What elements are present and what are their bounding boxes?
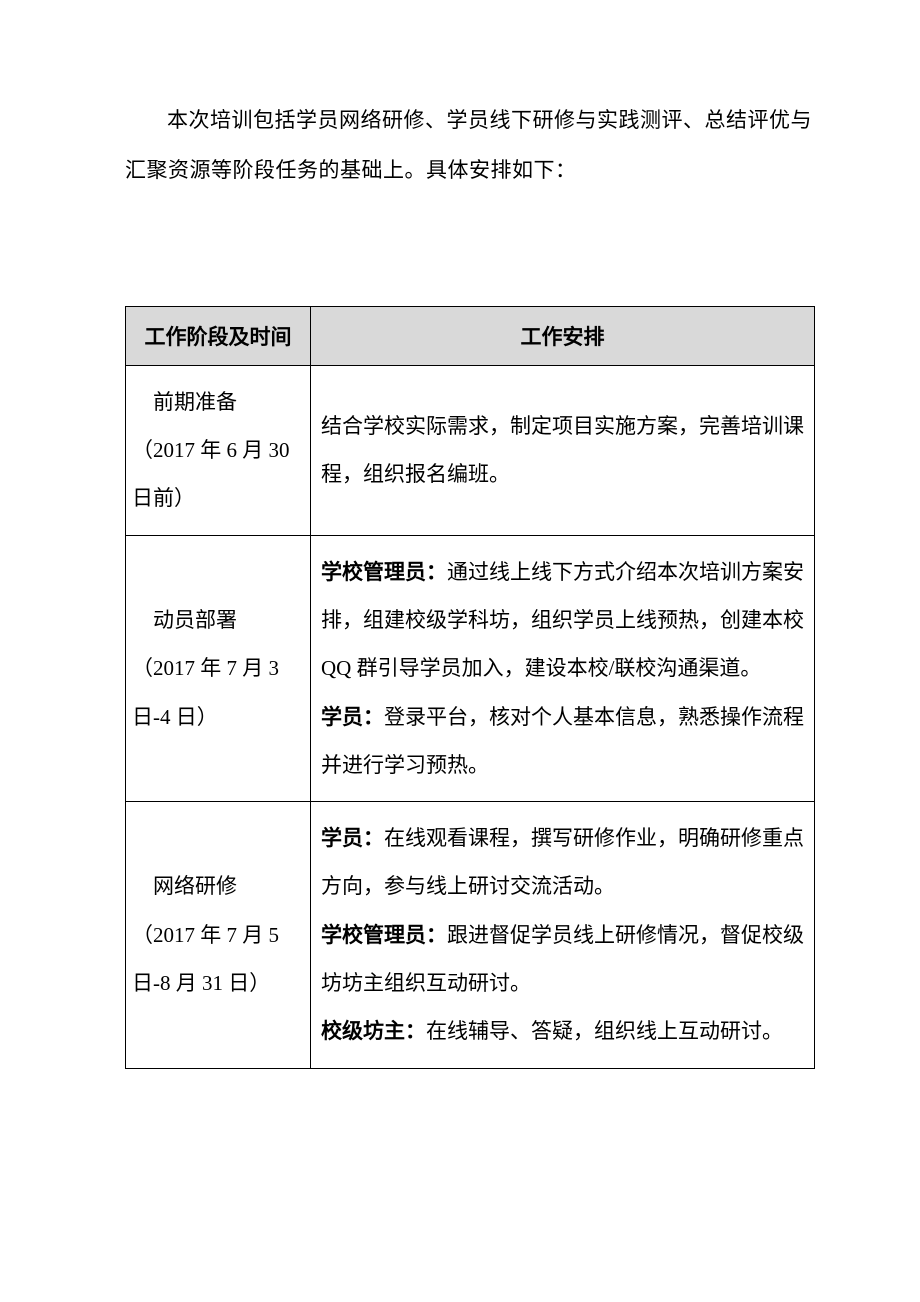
stage-date: （2017 年 7 月 3 日-4 日） (132, 644, 302, 741)
content-label: 学员： (321, 705, 384, 729)
intro-paragraph: 本次培训包括学员网络研修、学员线下研修与实践测评、总结评优与汇聚资源等阶段任务的… (125, 95, 815, 196)
table-body: 前期准备（2017 年 6 月 30 日前）结合学校实际需求，制定项目实施方案，… (126, 365, 815, 1068)
schedule-table: 工作阶段及时间 工作安排 前期准备（2017 年 6 月 30 日前）结合学校实… (125, 306, 815, 1069)
content-cell: 学校管理员：通过线上线下方式介绍本次培训方案安排，组建校级学科坊，组织学员上线预… (311, 535, 815, 801)
content-text: 登录平台，核对个人基本信息，熟悉操作流程并进行学习预热。 (321, 705, 804, 777)
stage-cell: 前期准备（2017 年 6 月 30 日前） (126, 365, 311, 535)
content-label: 学校管理员： (321, 560, 447, 584)
header-stage: 工作阶段及时间 (126, 306, 311, 365)
content-text: 在线辅导、答疑，组织线上互动研讨。 (426, 1019, 783, 1043)
header-arrangement: 工作安排 (311, 306, 815, 365)
table-row: 动员部署（2017 年 7 月 3 日-4 日）学校管理员：通过线上线下方式介绍… (126, 535, 815, 801)
content-label: 校级坊主： (321, 1019, 426, 1043)
content-text: 结合学校实际需求，制定项目实施方案，完善培训课程，组织报名编班。 (321, 414, 804, 486)
table-header-row: 工作阶段及时间 工作安排 (126, 306, 815, 365)
stage-cell: 网络研修（2017 年 7 月 5 日-8 月 31 日） (126, 802, 311, 1068)
content-text: 在线观看课程，撰写研修作业，明确研修重点方向，参与线上研讨交流活动。 (321, 826, 804, 898)
stage-title: 动员部署 (132, 596, 302, 644)
content-label: 学校管理员： (321, 923, 447, 947)
stage-date: （2017 年 6 月 30 日前） (132, 426, 302, 523)
table-row: 网络研修（2017 年 7 月 5 日-8 月 31 日）学员：在线观看课程，撰… (126, 802, 815, 1068)
stage-title: 前期准备 (132, 378, 302, 426)
stage-date: （2017 年 7 月 5 日-8 月 31 日） (132, 911, 302, 1008)
stage-cell: 动员部署（2017 年 7 月 3 日-4 日） (126, 535, 311, 801)
table-row: 前期准备（2017 年 6 月 30 日前）结合学校实际需求，制定项目实施方案，… (126, 365, 815, 535)
stage-title: 网络研修 (132, 862, 302, 910)
content-label: 学员： (321, 826, 384, 850)
content-cell: 学员：在线观看课程，撰写研修作业，明确研修重点方向，参与线上研讨交流活动。学校管… (311, 802, 815, 1068)
content-cell: 结合学校实际需求，制定项目实施方案，完善培训课程，组织报名编班。 (311, 365, 815, 535)
